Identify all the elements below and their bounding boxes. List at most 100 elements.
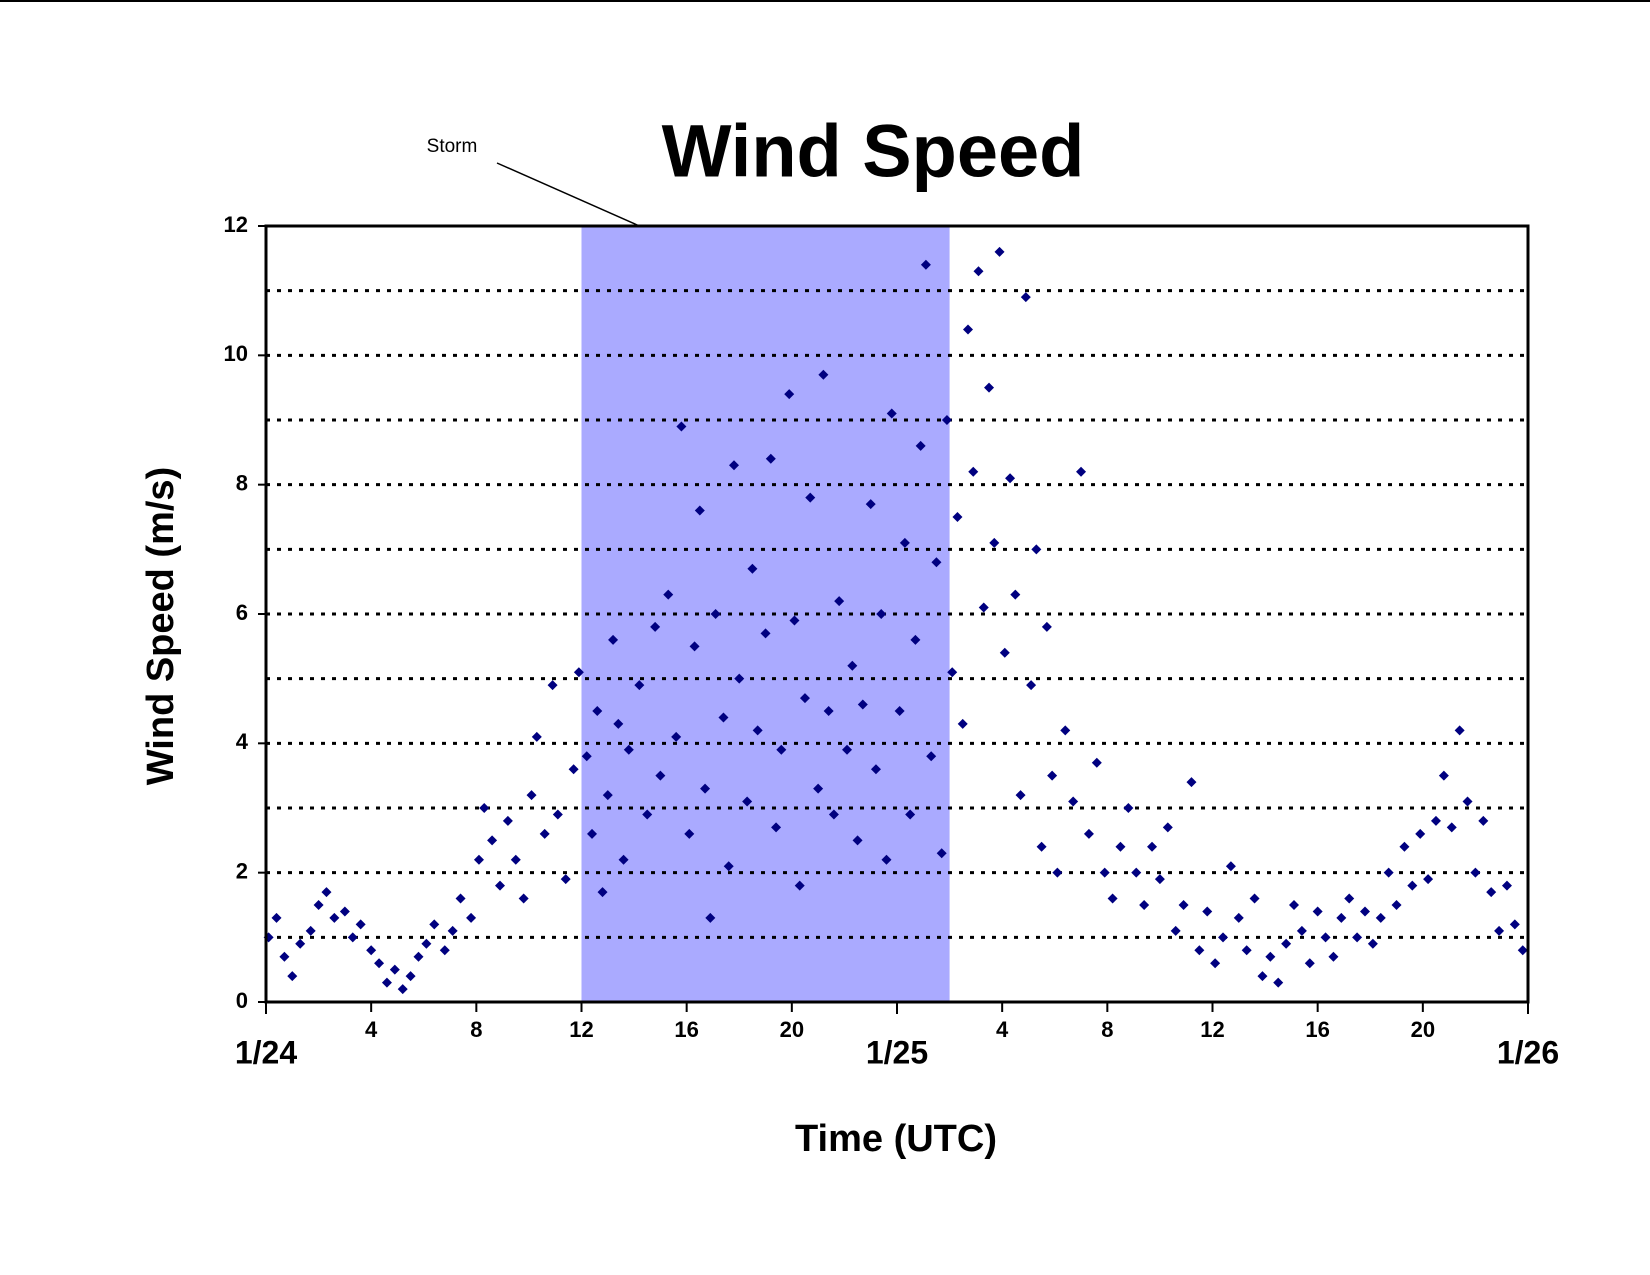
point xyxy=(1344,893,1355,904)
x-tick-label: 16 xyxy=(1305,1017,1329,1042)
point xyxy=(1249,893,1260,904)
x-tick-label: 4 xyxy=(365,1017,378,1042)
y-tick-label: 8 xyxy=(236,470,248,495)
point xyxy=(1265,951,1276,962)
point xyxy=(794,880,805,891)
y-tick-label: 10 xyxy=(224,341,248,366)
point xyxy=(1383,867,1394,878)
point xyxy=(1486,887,1497,898)
point xyxy=(339,906,350,917)
point xyxy=(676,421,687,432)
point xyxy=(941,415,952,425)
point xyxy=(899,537,910,548)
point xyxy=(1115,841,1126,852)
point xyxy=(313,900,324,910)
point xyxy=(1036,841,1047,852)
point xyxy=(1041,621,1052,632)
point xyxy=(597,887,608,898)
x-tick-label: 20 xyxy=(1411,1017,1435,1042)
point xyxy=(1218,932,1229,943)
point xyxy=(634,680,645,691)
point xyxy=(1289,900,1300,910)
point xyxy=(1005,473,1016,484)
point xyxy=(421,938,432,949)
point xyxy=(1047,770,1058,781)
point xyxy=(642,809,653,820)
point xyxy=(1517,945,1528,956)
point xyxy=(926,751,937,762)
point xyxy=(602,790,613,801)
point xyxy=(784,389,795,400)
x-tick-label: 8 xyxy=(470,1017,482,1042)
point xyxy=(455,893,466,904)
point xyxy=(952,512,963,522)
point xyxy=(374,958,385,969)
annotation-line xyxy=(496,162,640,227)
point xyxy=(700,783,711,794)
point xyxy=(487,835,498,846)
point xyxy=(355,919,366,930)
point xyxy=(305,925,316,936)
point xyxy=(1031,544,1042,555)
point xyxy=(650,621,661,632)
point xyxy=(347,932,358,943)
point xyxy=(1454,725,1465,736)
chart-title: Wind Speed xyxy=(662,110,1085,193)
point xyxy=(931,557,942,568)
point xyxy=(718,712,729,723)
point xyxy=(539,828,550,839)
x-tick-label: 12 xyxy=(569,1017,593,1042)
point xyxy=(1312,906,1323,917)
point xyxy=(1257,971,1268,982)
x-tick-label: 16 xyxy=(674,1017,698,1042)
point xyxy=(684,828,695,839)
y-axis-label: Wind Speed (m/s) xyxy=(140,467,182,785)
point xyxy=(865,499,876,510)
point xyxy=(1210,958,1221,969)
point xyxy=(439,945,450,956)
point xyxy=(279,951,290,962)
point xyxy=(560,874,571,885)
point xyxy=(518,893,529,904)
point xyxy=(984,382,995,393)
point xyxy=(1430,815,1441,826)
point xyxy=(876,609,887,619)
point xyxy=(747,563,758,574)
point xyxy=(1147,841,1158,852)
point xyxy=(413,951,424,962)
point xyxy=(1462,796,1473,807)
point xyxy=(295,938,306,949)
point xyxy=(608,634,619,645)
point xyxy=(1328,951,1339,962)
point xyxy=(723,861,734,872)
point xyxy=(1060,725,1071,736)
point xyxy=(1423,874,1434,885)
y-tick-label: 6 xyxy=(236,600,248,625)
point xyxy=(1099,867,1110,878)
point xyxy=(1407,880,1418,891)
point xyxy=(623,744,634,755)
point xyxy=(1131,867,1142,878)
point xyxy=(842,744,853,755)
point xyxy=(479,803,490,813)
point xyxy=(1162,822,1173,833)
point xyxy=(366,945,377,956)
point xyxy=(694,505,705,516)
point xyxy=(663,589,674,600)
point xyxy=(789,615,800,626)
point xyxy=(910,634,921,645)
point xyxy=(973,266,984,277)
point xyxy=(1107,893,1118,904)
point xyxy=(742,796,753,807)
point xyxy=(568,764,579,775)
point xyxy=(494,880,505,891)
point xyxy=(447,925,458,936)
point xyxy=(1296,925,1307,936)
point xyxy=(776,744,787,755)
point xyxy=(728,460,739,471)
point xyxy=(1083,828,1094,839)
point xyxy=(389,964,400,975)
point xyxy=(805,492,816,503)
point xyxy=(752,725,763,736)
point xyxy=(381,977,392,988)
